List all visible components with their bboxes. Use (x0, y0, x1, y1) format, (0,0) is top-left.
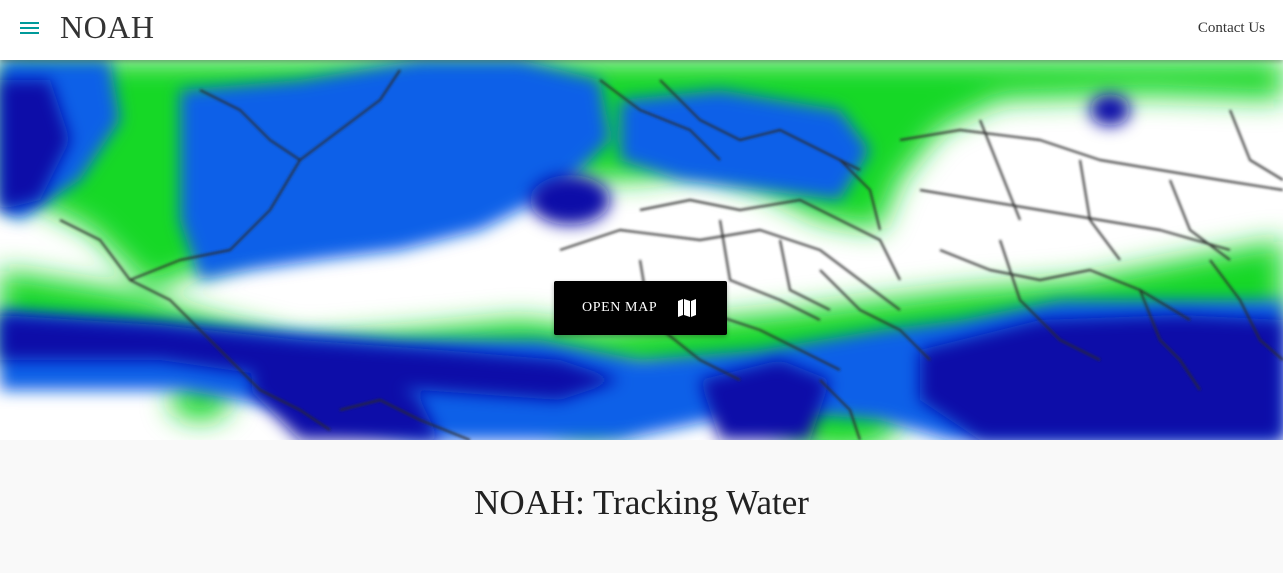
open-map-button[interactable]: OPEN MAP (554, 281, 727, 335)
hero-map-banner: OPEN MAP (0, 60, 1283, 440)
brand-logo-link[interactable]: NOAH (60, 9, 155, 45)
main-content: NOAH: Tracking Water (0, 440, 1283, 573)
page-title: NOAH: Tracking Water (474, 483, 809, 522)
hamburger-menu-icon[interactable] (20, 20, 40, 36)
contact-us-link[interactable]: Contact Us (1197, 20, 1265, 36)
map-icon (678, 299, 696, 317)
world-precipitation-map (0, 60, 1283, 440)
top-navbar: NOAH Contact Us (0, 0, 1283, 60)
open-map-label: OPEN MAP (582, 300, 658, 315)
